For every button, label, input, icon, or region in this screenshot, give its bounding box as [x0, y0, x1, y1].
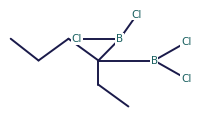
Text: B: B	[150, 56, 158, 65]
Text: Cl: Cl	[181, 74, 191, 84]
Text: Cl: Cl	[132, 10, 142, 19]
Text: B: B	[116, 34, 123, 44]
Text: Cl: Cl	[72, 34, 82, 44]
Text: Cl: Cl	[181, 37, 191, 47]
